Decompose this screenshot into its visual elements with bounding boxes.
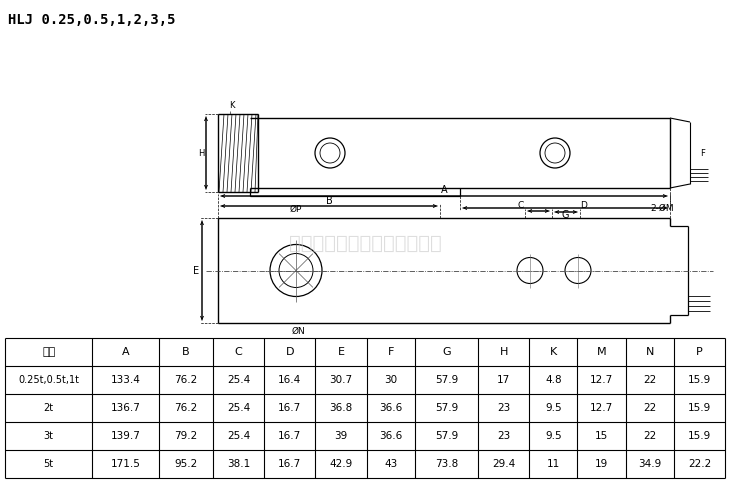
- Text: N: N: [645, 347, 654, 357]
- Text: H: H: [499, 347, 508, 357]
- Text: 79.2: 79.2: [174, 431, 197, 441]
- Text: G: G: [442, 347, 450, 357]
- Text: 25.4: 25.4: [227, 431, 250, 441]
- Text: 4.8: 4.8: [545, 375, 561, 385]
- Text: B: B: [326, 196, 332, 206]
- Text: 9.5: 9.5: [545, 403, 561, 413]
- Text: 19: 19: [595, 459, 608, 469]
- Text: C: C: [518, 201, 524, 211]
- Text: 57.9: 57.9: [434, 375, 458, 385]
- Text: 76.2: 76.2: [174, 403, 197, 413]
- Text: 57.9: 57.9: [434, 403, 458, 413]
- Text: 15.9: 15.9: [688, 431, 711, 441]
- Text: ØN: ØN: [291, 327, 305, 336]
- Text: 5t: 5t: [44, 459, 54, 469]
- Text: 95.2: 95.2: [174, 459, 197, 469]
- Text: G: G: [561, 210, 569, 220]
- Text: 38.1: 38.1: [227, 459, 250, 469]
- Text: 9.5: 9.5: [545, 431, 561, 441]
- Text: 3t: 3t: [44, 431, 54, 441]
- Text: 15.9: 15.9: [688, 403, 711, 413]
- Text: 30: 30: [384, 375, 397, 385]
- Text: 42.9: 42.9: [329, 459, 353, 469]
- Text: 22: 22: [643, 403, 656, 413]
- Text: 15: 15: [595, 431, 608, 441]
- Text: 称量: 称量: [42, 347, 55, 357]
- Text: A: A: [122, 347, 129, 357]
- Text: 43: 43: [384, 459, 397, 469]
- Text: 12.7: 12.7: [590, 403, 613, 413]
- Text: F: F: [700, 148, 705, 157]
- Text: 16.4: 16.4: [278, 375, 301, 385]
- Text: HLJ 0.25,0.5,1,2,3,5: HLJ 0.25,0.5,1,2,3,5: [8, 13, 175, 27]
- Text: 23: 23: [497, 403, 510, 413]
- Text: 22: 22: [643, 431, 656, 441]
- Text: ØP: ØP: [290, 205, 302, 214]
- Text: 139.7: 139.7: [110, 431, 140, 441]
- Text: 23: 23: [497, 431, 510, 441]
- Text: 136.7: 136.7: [110, 403, 140, 413]
- Text: 29.4: 29.4: [492, 459, 515, 469]
- Text: 39: 39: [334, 431, 347, 441]
- Text: P: P: [696, 347, 703, 357]
- Text: F: F: [388, 347, 393, 357]
- Text: 15.9: 15.9: [688, 375, 711, 385]
- Text: D: D: [580, 201, 588, 211]
- Text: 73.8: 73.8: [434, 459, 458, 469]
- Text: 2t: 2t: [44, 403, 54, 413]
- Text: 2-ØM: 2-ØM: [650, 204, 674, 213]
- Text: A: A: [441, 185, 447, 195]
- Text: 17: 17: [497, 375, 510, 385]
- Text: 25.4: 25.4: [227, 403, 250, 413]
- Text: H: H: [198, 148, 204, 157]
- Text: 30.7: 30.7: [329, 375, 353, 385]
- Text: E: E: [193, 266, 199, 275]
- Text: K: K: [229, 101, 235, 110]
- Text: 171.5: 171.5: [110, 459, 140, 469]
- Text: 16.7: 16.7: [278, 431, 301, 441]
- Text: 34.9: 34.9: [638, 459, 661, 469]
- Text: E: E: [337, 347, 345, 357]
- Text: 133.4: 133.4: [110, 375, 140, 385]
- Text: M: M: [596, 347, 607, 357]
- Text: 25.4: 25.4: [227, 375, 250, 385]
- Text: 36.6: 36.6: [379, 403, 402, 413]
- Text: 广州众鑫自动化科技有限公司: 广州众鑫自动化科技有限公司: [288, 233, 442, 253]
- Text: C: C: [234, 347, 242, 357]
- Text: 22: 22: [643, 375, 656, 385]
- Text: 22.2: 22.2: [688, 459, 711, 469]
- Text: 76.2: 76.2: [174, 375, 197, 385]
- Text: 36.6: 36.6: [379, 431, 402, 441]
- Text: 57.9: 57.9: [434, 431, 458, 441]
- Text: K: K: [550, 347, 557, 357]
- Text: D: D: [285, 347, 294, 357]
- Text: 12.7: 12.7: [590, 375, 613, 385]
- Text: 16.7: 16.7: [278, 403, 301, 413]
- Text: 11: 11: [547, 459, 560, 469]
- Text: B: B: [182, 347, 190, 357]
- Text: 16.7: 16.7: [278, 459, 301, 469]
- Text: 36.8: 36.8: [329, 403, 353, 413]
- Text: 0.25t,0.5t,1t: 0.25t,0.5t,1t: [18, 375, 79, 385]
